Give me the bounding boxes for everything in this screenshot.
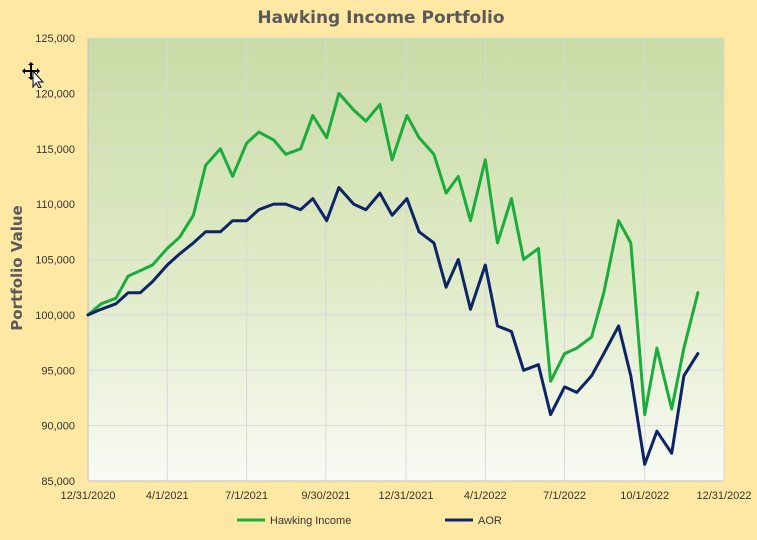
x-tick-label: 7/1/2021 [225, 490, 268, 502]
x-tick-label: 4/1/2021 [146, 490, 189, 502]
series-line-aor [86, 186, 700, 466]
legend-label-aor: AOR [478, 515, 502, 527]
x-tick-label: 12/31/2020 [60, 490, 115, 502]
series-line-hawking-income [86, 91, 700, 417]
y-tick-label: 105,000 [35, 255, 75, 267]
x-tick-label: 10/1/2022 [620, 490, 669, 502]
legend: Hawking Income AOR [237, 515, 502, 527]
x-tick-label: 4/1/2022 [464, 490, 507, 502]
y-tick-label: 115,000 [36, 144, 75, 156]
y-tick-label: 125,000 [35, 33, 75, 45]
x-axis-ticks: 12/31/2020 4/1/2021 7/1/2021 9/30/2021 12/31… [60, 490, 751, 502]
grid-lines [87, 37, 725, 482]
x-tick-label: 7/1/2022 [543, 490, 586, 502]
legend-label-hawking-income: Hawking Income [270, 515, 351, 527]
y-axis-title: Portfolio Value [8, 205, 26, 330]
chart-title: Hawking Income Portfolio [257, 8, 504, 28]
y-tick-label: 95,000 [41, 365, 75, 377]
y-axis-ticks: 85,000 90,000 95,000 100,000 105,000 110,000 1… [35, 33, 75, 488]
y-tick-label: 100,000 [35, 310, 75, 322]
y-tick-label: 110,000 [36, 199, 75, 211]
series-layer [86, 91, 700, 466]
move-cursor-icon [22, 62, 44, 88]
y-tick-label: 85,000 [41, 476, 75, 488]
x-tick-label: 12/31/2021 [378, 490, 433, 502]
x-tick-label: 9/30/2021 [301, 490, 350, 502]
y-tick-label: 90,000 [41, 421, 75, 433]
x-tick-label: 12/31/2022 [696, 490, 751, 502]
y-tick-label: 120,000 [35, 88, 75, 100]
